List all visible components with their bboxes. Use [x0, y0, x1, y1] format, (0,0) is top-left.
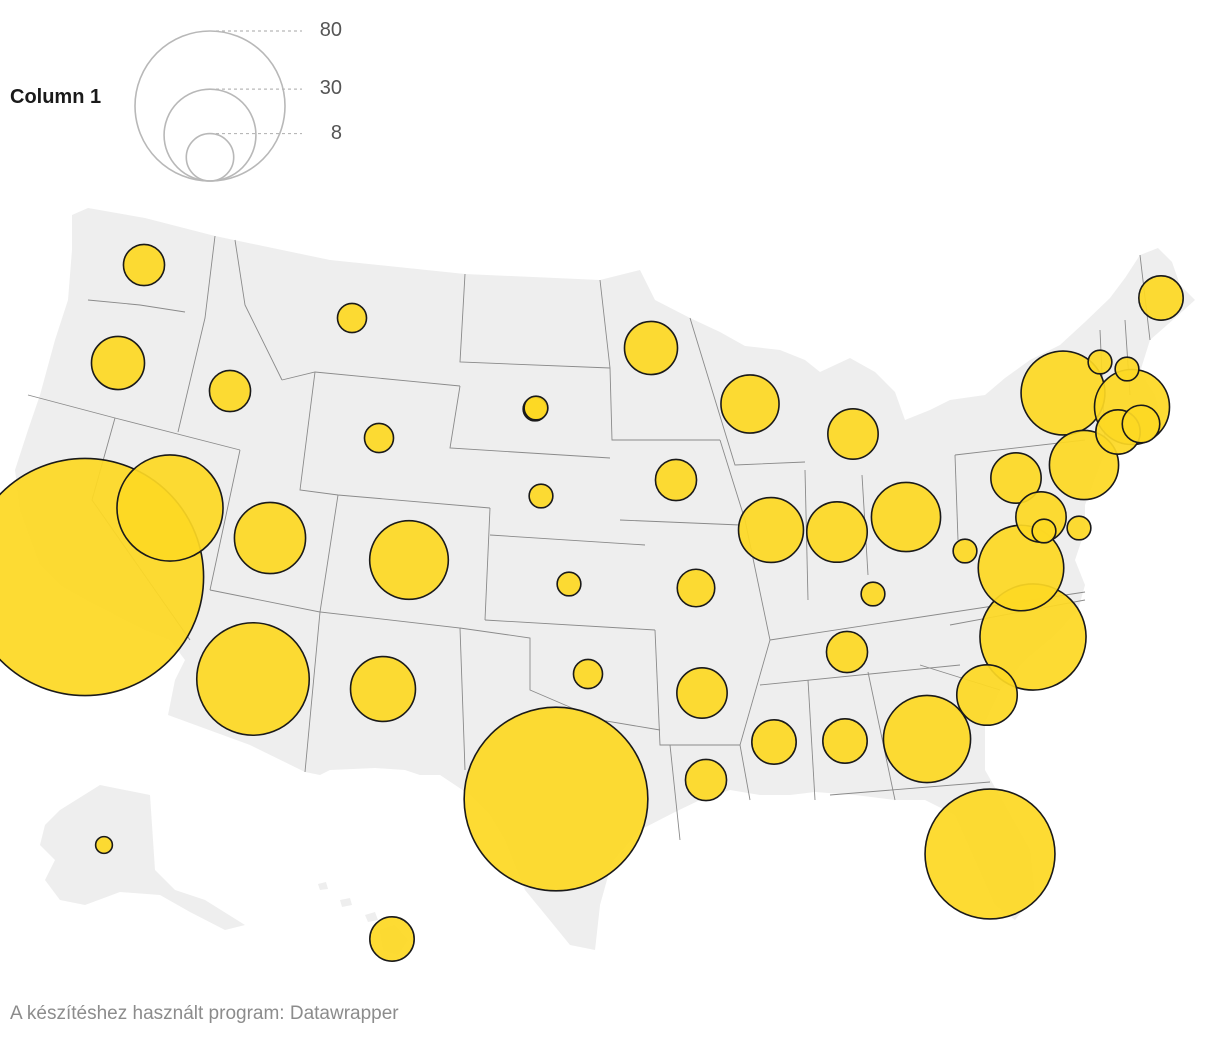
hawaii-island-oahu [340, 898, 352, 907]
alaska-landmass [40, 785, 245, 930]
bubble-ohio[interactable] [870, 481, 942, 553]
legend-label-80: 80 [319, 19, 342, 41]
hawaii-island-maui [365, 912, 378, 922]
legend-label-8: 8 [330, 122, 342, 144]
bubble-nebraska[interactable] [528, 483, 554, 509]
border-ms-al [807, 679, 816, 801]
bubble-wyoming[interactable] [363, 422, 395, 454]
bubble-arkansas[interactable] [676, 667, 728, 719]
bubble-oregon[interactable] [90, 335, 146, 391]
bubble-west-virginia[interactable] [952, 538, 978, 564]
us-bubble-map [0, 30, 1195, 962]
bubble-texas[interactable] [463, 706, 649, 892]
border-ia-mo [619, 519, 741, 526]
bubble-alaska[interactable] [94, 835, 114, 855]
bubble-pennsylvania[interactable] [990, 452, 1042, 504]
border-mo-ar [654, 629, 740, 746]
bubble-arizona[interactable] [195, 621, 311, 737]
border-tn-south [759, 664, 961, 686]
bubble-montana[interactable] [336, 302, 368, 334]
bubble-maine[interactable] [1138, 275, 1184, 321]
bubble-alabama[interactable] [822, 718, 868, 764]
bubble-indiana[interactable] [805, 500, 869, 564]
border-dakotas [459, 273, 611, 369]
bubble-georgia[interactable] [882, 694, 972, 784]
border-ks-ok [484, 619, 656, 631]
bubble-florida[interactable] [924, 788, 1056, 920]
border-al-ga [867, 671, 896, 801]
bubble-washington[interactable] [122, 243, 166, 287]
bubble-minnesota[interactable] [623, 320, 679, 376]
border-id-mt [234, 239, 283, 381]
border-mn-ia [599, 279, 720, 441]
border-co-ks [484, 507, 491, 621]
bubble-utah[interactable] [233, 501, 307, 575]
bubble-layer [0, 243, 1184, 962]
bubble-south-carolina[interactable] [955, 663, 1019, 727]
border-sd-ne [449, 385, 611, 459]
bubble-colorado[interactable] [368, 519, 450, 601]
border-ok-tx [459, 627, 661, 731]
bubble-wisconsin[interactable] [720, 374, 780, 434]
legend-circle-8 [185, 132, 235, 182]
border-ar-la [669, 744, 681, 841]
bubble-kentucky[interactable] [860, 581, 886, 607]
bubble-illinois[interactable] [737, 496, 805, 564]
legend-circle-80 [134, 30, 286, 182]
bubble-iowa[interactable] [654, 458, 698, 502]
bubble-missouri[interactable] [676, 568, 716, 608]
bubble-hawaii[interactable] [369, 916, 415, 962]
bubble-nevada[interactable] [116, 454, 224, 562]
bubble-mississippi[interactable] [751, 719, 797, 765]
legend-title: Column 1 [10, 86, 102, 108]
bubble-kansas[interactable] [556, 571, 582, 597]
bubble-new-hampshire[interactable] [1114, 356, 1140, 382]
credit-text: A készítéshez használt program: Datawrap… [10, 1003, 399, 1024]
size-legend [134, 30, 302, 182]
bubble-delaware[interactable] [1066, 515, 1092, 541]
legend-label-30: 30 [319, 77, 342, 99]
border-nv-ut [209, 449, 241, 591]
border-ga-fl [829, 781, 991, 796]
border-wy-ut-co [299, 371, 491, 509]
bubble-tennessee[interactable] [825, 630, 869, 674]
bubble-oklahoma[interactable] [572, 658, 604, 690]
bubble-rhode-island[interactable] [1121, 404, 1161, 444]
bubble-vermont[interactable] [1087, 349, 1113, 375]
hawaii-island-kauai [318, 882, 328, 890]
border-wa-id-or [177, 235, 216, 433]
bubble-michigan[interactable] [827, 408, 879, 460]
bubble-idaho[interactable] [208, 369, 252, 413]
bubble-district-of-columbia[interactable] [1031, 518, 1057, 544]
bubble-new-mexico[interactable] [349, 655, 417, 723]
bubble-south-dakota[interactable] [523, 395, 549, 421]
border-nm-tx [319, 494, 466, 771]
border-oh-pa [954, 454, 959, 541]
border-wi-mi [689, 317, 806, 466]
legend-circle-30 [163, 88, 257, 182]
border-ne-ks [489, 534, 646, 546]
bubble-louisiana[interactable] [684, 758, 728, 802]
border-wa-or [87, 299, 186, 313]
